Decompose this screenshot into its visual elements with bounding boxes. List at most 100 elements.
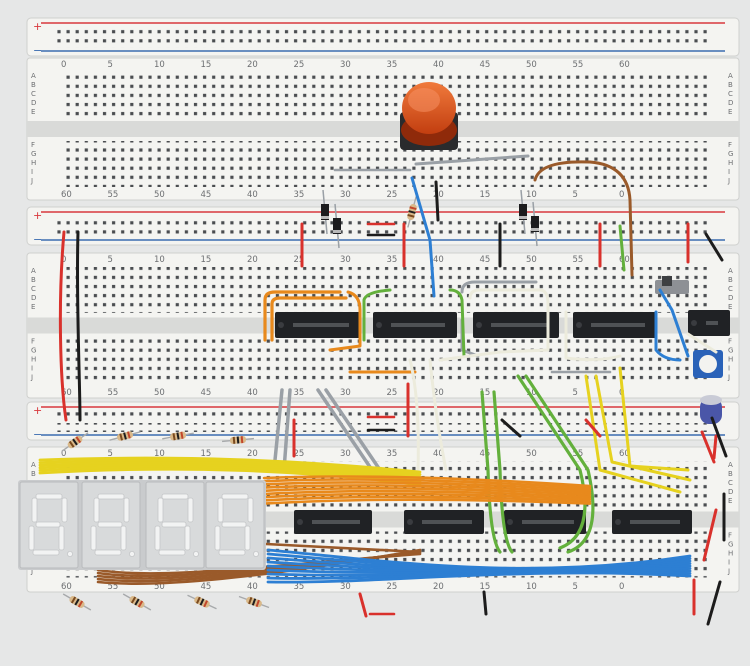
- row-letter: A: [728, 72, 733, 80]
- jumper-wire: [704, 232, 724, 262]
- rail-holes: [57, 28, 709, 37]
- jumper-wire: [710, 416, 728, 458]
- resistor-band-icon: [130, 596, 137, 604]
- resistor-band-icon: [407, 213, 415, 218]
- row-letter: F: [728, 338, 732, 346]
- row-letter: D: [31, 99, 36, 107]
- column-number-flipped: 5: [573, 582, 578, 592]
- ic-body: [612, 510, 692, 534]
- column-number: 25: [294, 60, 305, 70]
- row-letter: I: [728, 559, 730, 567]
- ic-marking: [630, 520, 680, 524]
- jumper-wire: [75, 230, 82, 422]
- column-number-flipped: 45: [201, 190, 212, 200]
- row-letter: D: [728, 99, 733, 107]
- resistor: [62, 593, 92, 611]
- jumper-wire: [706, 580, 722, 626]
- orange-wire: [262, 478, 592, 490]
- column-number: 60: [619, 60, 630, 70]
- ic-marking: [491, 323, 547, 327]
- ic-notch-icon: [376, 322, 382, 328]
- column-number: 35: [387, 60, 398, 70]
- jumper-wire: [468, 288, 550, 354]
- row-letter: I: [31, 168, 33, 176]
- orange-wire: [262, 481, 592, 492]
- column-number-flipped: 20: [433, 388, 444, 398]
- digit-segment: [94, 549, 122, 556]
- column-number-flipped: 30: [340, 190, 351, 200]
- jumper-wire: [700, 430, 716, 464]
- column-number: 10: [154, 449, 165, 459]
- trimmer-knob-icon: [699, 355, 717, 373]
- ic-marking: [706, 321, 718, 325]
- ic-body: [473, 312, 559, 338]
- jumper-wire: [564, 310, 622, 362]
- decimal-point-icon: [128, 551, 135, 558]
- ic-chip: [688, 310, 730, 336]
- ic-notch-icon: [278, 322, 284, 328]
- decimal-point-icon: [192, 551, 199, 558]
- row-letter: F: [31, 141, 35, 149]
- orange-wire: [262, 495, 592, 503]
- column-number: 15: [201, 60, 212, 70]
- jumper-wire: [358, 592, 368, 618]
- column-number-flipped: 5: [573, 190, 578, 200]
- row-letter: J: [30, 568, 33, 576]
- column-number: 50: [526, 60, 537, 70]
- digit-segment: [90, 525, 97, 551]
- column-number: 5: [108, 449, 113, 459]
- column-number: 45: [480, 449, 491, 459]
- electrolytic-capacitor: [700, 398, 722, 424]
- row-letter: A: [31, 461, 36, 469]
- resistor: [122, 593, 152, 611]
- row-letter: C: [728, 479, 733, 487]
- diode: [321, 204, 329, 220]
- jumper-wire: [460, 280, 538, 294]
- column-number-flipped: 45: [201, 582, 212, 592]
- jumper-wire: [414, 154, 530, 166]
- column-number-flipped: 35: [294, 190, 305, 200]
- digit-segment: [31, 497, 38, 523]
- row-letter: J: [30, 374, 33, 382]
- row-letter: E: [728, 497, 732, 505]
- row-letter: D: [728, 488, 733, 496]
- jumper-wire: [482, 590, 488, 616]
- jumper-wire: [654, 310, 682, 362]
- resistor-band-icon: [255, 599, 260, 607]
- column-number-flipped: 35: [294, 582, 305, 592]
- resistor-band-icon: [70, 596, 77, 604]
- column-number-flipped: 50: [154, 582, 165, 592]
- resistor-band-icon: [408, 210, 416, 214]
- jumper-wire: [328, 290, 362, 352]
- ic-chip: [275, 312, 361, 338]
- column-number: 20: [247, 449, 258, 459]
- resistor-band-icon: [72, 438, 78, 446]
- digit-segment: [97, 521, 123, 528]
- jumper-wire: [584, 418, 602, 438]
- digit-segment: [161, 521, 187, 528]
- column-number: 25: [294, 449, 305, 459]
- rail-holes: [57, 217, 709, 226]
- column-number-flipped: 50: [154, 190, 165, 200]
- row-letter: D: [728, 294, 733, 302]
- jumper-wire: [410, 176, 436, 298]
- rail-plus-mark: +: [33, 209, 42, 222]
- orange-wire: [262, 498, 592, 505]
- digit-segment: [221, 521, 247, 528]
- resistor: [187, 594, 217, 610]
- jumper-wire: [524, 374, 595, 554]
- ic-marking: [312, 520, 360, 524]
- column-number: 50: [526, 255, 537, 265]
- row-letter: B: [728, 470, 733, 478]
- column-number: 30: [340, 60, 351, 70]
- column-number-flipped: 55: [108, 582, 119, 592]
- resistor-band-icon: [134, 598, 140, 606]
- resistor: [109, 431, 141, 441]
- row-letter: I: [728, 365, 730, 373]
- jumper-wire: [263, 290, 342, 342]
- resistor-band-icon: [232, 436, 236, 444]
- orange-wire: [262, 492, 592, 501]
- resistor-band-icon: [409, 206, 417, 211]
- resistor-band-icon: [180, 431, 184, 439]
- row-letter: C: [728, 285, 733, 293]
